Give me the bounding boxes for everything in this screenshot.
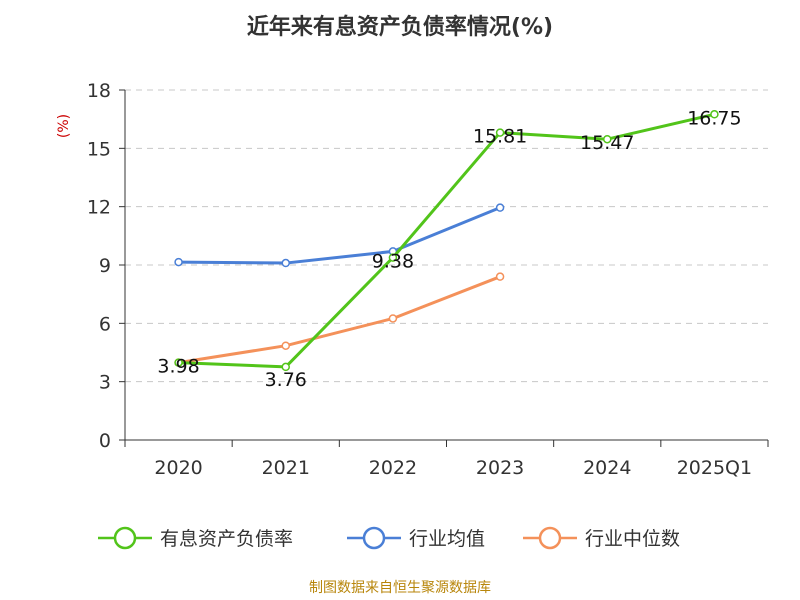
data-point [495,272,505,281]
y-tick-label: 18 [87,80,111,102]
data-point [281,362,290,372]
data-point [281,258,290,268]
data-label: 3.76 [265,369,307,391]
data-point [388,253,398,262]
series-layer [174,110,719,372]
legend-marker-icon [538,526,562,550]
series-line [178,275,501,365]
data-point [174,358,183,367]
y-tick-label: 15 [87,138,111,160]
data-point [281,341,290,350]
x-tick-label: 2020 [154,457,202,479]
y-tick-label: 3 [99,372,111,394]
x-tick-label: 2024 [583,457,631,479]
data-point [174,257,183,267]
data-point [388,314,398,323]
gridlines [125,89,768,383]
series-line [178,206,501,265]
axes: 0 3 6 9 12 15 18 2020 2021 2022 2023 2024 2025Q1 [87,80,769,479]
chart-title: 近年来有息资产负债率情况(%) [247,14,553,40]
data-label: 9.38 [372,251,414,273]
data-point [495,128,505,137]
data-label: 3.98 [157,356,199,378]
data-label: 15.47 [580,132,634,154]
source-note: 制图数据来自恒生聚源数据库 [309,580,491,596]
x-tick-label: 2025Q1 [677,457,752,479]
data-labels: 3.98 3.76 9.38 15.81 15.47 16.75 [157,107,741,391]
y-tick-label: 9 [99,255,111,277]
data-label: 16.75 [687,107,741,129]
legend-label: 行业均值 [409,528,485,550]
x-tick-label: 2021 [262,457,310,479]
legend-label: 有息资产负债率 [160,528,293,550]
legend-label: 行业中位数 [585,528,680,550]
data-point [710,110,719,119]
y-axis-label: (%) [56,114,72,138]
series-line [178,112,715,369]
data-label: 15.81 [473,126,527,148]
legend: 有息资产负债率 行业均值 行业中位数 [98,526,680,550]
data-point [603,134,612,144]
y-tick-label: 0 [99,430,111,452]
y-tick-label: 12 [87,197,111,219]
x-tick-label: 2022 [369,457,417,479]
data-point [495,203,505,212]
x-tick-label: 2023 [476,457,524,479]
legend-marker-icon [362,526,386,550]
y-tick-label: 6 [99,313,111,335]
legend-marker-icon [113,526,137,550]
